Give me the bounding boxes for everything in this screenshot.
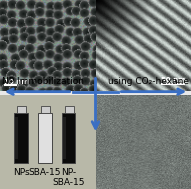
Bar <box>65 106 74 113</box>
Text: NP Immobilization: NP Immobilization <box>2 77 84 86</box>
Bar <box>15 117 18 159</box>
Text: NP-
SBA-15: NP- SBA-15 <box>53 168 85 187</box>
Bar <box>62 113 75 163</box>
Text: SBA-15: SBA-15 <box>29 168 61 177</box>
Text: NPs: NPs <box>13 168 29 177</box>
Text: using CO₂-hexane: using CO₂-hexane <box>108 77 189 86</box>
Bar <box>17 106 26 113</box>
FancyBboxPatch shape <box>0 94 96 189</box>
Bar <box>63 117 66 159</box>
Bar <box>38 113 52 163</box>
Bar <box>41 106 50 113</box>
Text: 50 nm: 50 nm <box>161 77 186 83</box>
Text: 10 nm: 10 nm <box>3 78 28 84</box>
Bar <box>14 113 28 163</box>
